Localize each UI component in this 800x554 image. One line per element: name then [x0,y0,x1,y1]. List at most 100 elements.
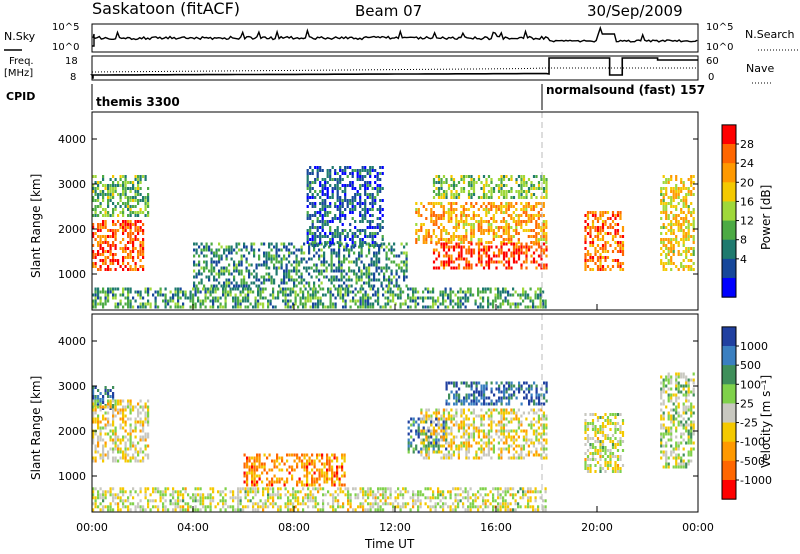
range-cell [248,465,251,469]
range-cell [337,493,340,497]
range-cell [682,199,685,202]
range-cell [439,505,442,509]
range-cell [344,487,347,491]
range-cell [345,284,348,288]
range-cell [685,253,688,256]
range-cell [445,193,448,196]
range-cell [117,411,120,415]
range-cell [318,477,321,481]
range-cell [405,257,408,261]
range-cell [246,459,249,463]
range-cell [584,262,587,265]
range-cell [240,278,243,282]
range-cell [410,423,413,427]
range-cell [109,402,112,406]
range-cell [137,505,140,509]
range-cell [104,496,107,500]
range-cell [334,217,337,220]
range-cell [440,178,443,181]
range-cell [472,235,475,238]
range-cell [457,499,460,503]
range-cell [422,417,425,421]
range-cell [307,290,310,294]
range-cell [124,459,127,463]
range-cell [255,278,258,282]
range-cell [442,299,445,303]
range-cell [366,172,369,175]
range-cell [344,493,347,497]
range-cell [517,217,520,220]
range-cell [447,232,450,235]
range-cell [259,296,262,300]
range-cell [470,196,473,199]
range-cell [278,284,281,288]
range-cell [308,281,311,285]
range-cell [504,493,507,497]
range-cell [460,190,463,193]
range-cell [247,505,250,509]
range-cell [374,244,377,247]
range-cell [410,444,413,448]
range-cell [271,477,274,481]
range-cell [124,287,127,291]
range-cell [492,260,496,264]
range-cell [460,205,463,208]
range-cell [92,199,95,202]
range-cell [379,508,382,512]
range-cell [107,405,110,409]
range-cell [97,450,100,454]
range-cell [407,296,410,300]
range-cell [442,245,446,249]
range-cell [137,493,140,497]
range-cell [484,487,487,491]
range-cell [132,184,135,187]
range-cell [263,260,266,264]
range-cell [99,429,102,433]
range-cell [527,305,530,309]
range-cell [147,435,150,439]
range-cell [499,496,502,500]
range-cell [402,496,405,500]
range-cell [331,471,334,475]
range-cell [122,268,125,271]
range-cell [420,202,423,205]
range-cell [366,220,369,223]
range-cell [682,229,685,232]
range-cell [132,187,135,190]
range-cell [97,417,100,421]
range-cell [464,490,467,494]
range-cell [112,235,115,238]
range-cell [450,257,453,261]
range-cell [353,269,356,273]
range-cell [379,305,382,309]
range-cell [132,241,135,244]
range-cell [343,260,346,264]
range-cell [137,184,140,187]
range-cell [354,487,357,491]
range-cell [119,184,122,187]
range-cell [278,260,281,264]
range-cell [238,284,241,288]
range-cell [179,290,182,294]
range-cell [102,444,105,448]
range-cell [253,242,256,246]
range-cell [665,208,668,211]
range-cell [109,490,112,494]
range-cell [601,214,605,217]
range-cell [219,305,222,309]
range-cell [500,242,503,246]
range-cell [218,257,221,261]
range-cell [529,299,532,303]
range-cell [134,423,137,427]
range-cell [127,199,130,202]
range-cell [288,278,291,282]
range-cell [243,245,246,249]
range-cell [374,175,377,178]
range-cell [104,441,107,445]
range-cell [427,496,430,500]
range-cell [229,287,232,291]
range-cell [422,447,425,451]
range-cell [616,223,620,226]
range-cell [119,490,122,494]
range-cell [354,493,357,497]
